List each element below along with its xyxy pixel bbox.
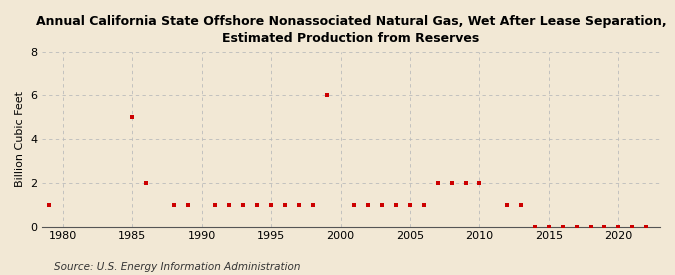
- Text: Source: U.S. Energy Information Administration: Source: U.S. Energy Information Administ…: [54, 262, 300, 272]
- Point: [363, 202, 374, 207]
- Point: [446, 181, 457, 185]
- Y-axis label: Billion Cubic Feet: Billion Cubic Feet: [15, 91, 25, 187]
- Point: [530, 224, 541, 229]
- Point: [502, 202, 512, 207]
- Point: [349, 202, 360, 207]
- Point: [140, 181, 151, 185]
- Title: Annual California State Offshore Nonassociated Natural Gas, Wet After Lease Sepa: Annual California State Offshore Nonasso…: [36, 15, 666, 45]
- Point: [558, 224, 568, 229]
- Point: [613, 224, 624, 229]
- Point: [433, 181, 443, 185]
- Point: [252, 202, 263, 207]
- Point: [474, 181, 485, 185]
- Point: [516, 202, 526, 207]
- Point: [210, 202, 221, 207]
- Point: [571, 224, 582, 229]
- Point: [43, 202, 54, 207]
- Point: [321, 93, 332, 98]
- Point: [294, 202, 304, 207]
- Point: [279, 202, 290, 207]
- Point: [599, 224, 610, 229]
- Point: [168, 202, 179, 207]
- Point: [585, 224, 596, 229]
- Point: [182, 202, 193, 207]
- Point: [627, 224, 638, 229]
- Point: [307, 202, 318, 207]
- Point: [460, 181, 471, 185]
- Point: [543, 224, 554, 229]
- Point: [641, 224, 651, 229]
- Point: [224, 202, 235, 207]
- Point: [266, 202, 277, 207]
- Point: [404, 202, 415, 207]
- Point: [391, 202, 402, 207]
- Point: [238, 202, 248, 207]
- Point: [418, 202, 429, 207]
- Point: [377, 202, 387, 207]
- Point: [127, 115, 138, 120]
